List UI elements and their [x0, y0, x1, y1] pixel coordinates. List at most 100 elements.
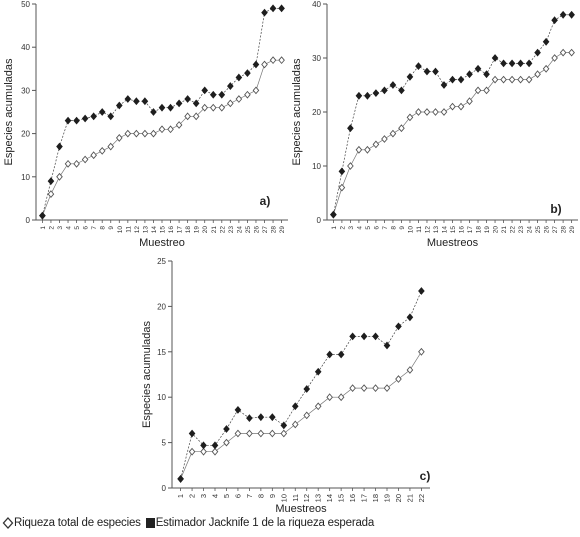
data-point-jacknife — [209, 90, 217, 99]
x-tick-label: 6 — [373, 226, 380, 230]
data-point-riqueza — [269, 429, 276, 438]
y-tick-label: 10 — [21, 173, 30, 182]
data-point-riqueza — [466, 97, 473, 106]
data-point-jacknife — [150, 108, 157, 116]
x-tick-label: 1 — [331, 226, 338, 230]
x-tick-label: 9 — [268, 494, 277, 498]
data-point-jacknife — [115, 101, 123, 110]
data-point-jacknife — [81, 114, 89, 123]
x-tick-label: 16 — [168, 226, 175, 234]
x-tick-label: 4 — [66, 226, 73, 230]
data-point-jacknife — [432, 67, 439, 76]
data-point-jacknife — [491, 54, 499, 62]
data-point-riqueza — [234, 429, 242, 438]
x-tick-label: 29 — [569, 226, 576, 234]
x-tick-label: 19 — [383, 494, 392, 502]
x-tick-label: 17 — [360, 494, 369, 502]
data-point-jacknife — [98, 108, 106, 116]
data-point-riqueza — [381, 135, 388, 143]
legend-label-riqueza: Riqueza total de especies — [14, 517, 141, 529]
x-tick-label: 25 — [535, 226, 542, 234]
x-axis-label: Muestreos — [275, 503, 327, 515]
data-point-riqueza — [133, 129, 140, 138]
x-tick-label: 28 — [561, 226, 568, 234]
x-tick-label: 9 — [108, 226, 115, 230]
x-tick-label: 17 — [467, 226, 474, 234]
data-point-jacknife — [466, 70, 473, 79]
data-point-jacknife — [415, 62, 422, 70]
x-tick-label: 7 — [91, 226, 98, 230]
data-point-riqueza — [244, 90, 251, 99]
data-point-jacknife — [347, 124, 354, 133]
data-point-riqueza — [500, 75, 507, 84]
data-point-riqueza — [200, 447, 207, 456]
data-point-jacknife — [398, 86, 405, 95]
x-tick-label: 10 — [117, 226, 124, 234]
x-tick-label: 17 — [177, 226, 184, 234]
legend-filled-square-icon — [145, 518, 155, 528]
x-tick-label: 28 — [271, 226, 278, 234]
x-tick-label: 14 — [325, 494, 334, 502]
data-point-jacknife — [244, 69, 251, 78]
data-point-jacknife — [218, 90, 226, 99]
data-point-jacknife — [337, 350, 345, 359]
x-tick-label: 3 — [57, 226, 64, 230]
x-tick-label: 7 — [382, 226, 389, 230]
data-point-riqueza — [457, 102, 465, 111]
x-axis-label: Muestreos — [427, 237, 479, 249]
data-point-riqueza — [201, 103, 209, 112]
x-tick-label: 3 — [348, 226, 355, 230]
x-tick-label: 7 — [245, 494, 254, 498]
data-point-jacknife — [158, 103, 166, 112]
data-point-riqueza — [211, 447, 219, 456]
x-tick-label: 21 — [211, 226, 218, 234]
data-point-riqueza — [257, 429, 265, 438]
x-tick-label: 1 — [40, 226, 47, 230]
data-point-riqueza — [568, 48, 575, 57]
y-tick-label: 30 — [21, 86, 30, 95]
data-point-jacknife — [133, 97, 140, 106]
data-point-jacknife — [423, 67, 431, 76]
data-point-riqueza — [158, 125, 166, 134]
x-tick-label: 25 — [245, 226, 252, 234]
data-point-jacknife — [201, 86, 209, 95]
data-point-jacknife — [280, 421, 288, 430]
data-point-jacknife — [261, 8, 268, 17]
x-tick-label: 5 — [74, 226, 81, 230]
data-point-jacknife — [551, 16, 558, 25]
data-point-riqueza — [124, 129, 132, 138]
panel-label: c) — [420, 469, 431, 483]
data-point-jacknife — [234, 406, 242, 414]
data-point-jacknife — [211, 441, 219, 450]
data-point-riqueza — [491, 75, 499, 84]
data-point-riqueza — [280, 429, 288, 438]
x-tick-label: 23 — [228, 226, 235, 234]
x-tick-label: 8 — [390, 226, 397, 230]
x-tick-label: 12 — [302, 494, 311, 502]
x-tick-label: 18 — [371, 494, 380, 502]
data-point-riqueza — [395, 375, 402, 383]
x-tick-label: 12 — [134, 226, 141, 234]
data-point-jacknife — [418, 287, 425, 295]
data-point-jacknife — [177, 475, 184, 483]
data-point-riqueza — [64, 159, 72, 168]
x-tick-label: 14 — [151, 226, 158, 234]
data-point-jacknife — [338, 167, 346, 176]
data-point-riqueza — [483, 86, 490, 95]
y-tick-label: 40 — [21, 43, 30, 52]
x-tick-label: 18 — [476, 226, 483, 234]
data-point-riqueza — [559, 48, 567, 57]
data-point-jacknife — [406, 313, 414, 322]
x-tick-label: 27 — [552, 226, 559, 234]
data-point-jacknife — [90, 112, 97, 121]
data-point-riqueza — [525, 75, 533, 84]
data-point-jacknife — [457, 75, 465, 84]
x-tick-label: 24 — [236, 226, 243, 234]
x-tick-label: 9 — [399, 226, 406, 230]
x-tick-label: 18 — [185, 226, 192, 234]
data-point-riqueza — [474, 86, 482, 95]
y-tick-label: 0 — [26, 216, 31, 225]
data-point-jacknife — [188, 429, 196, 438]
